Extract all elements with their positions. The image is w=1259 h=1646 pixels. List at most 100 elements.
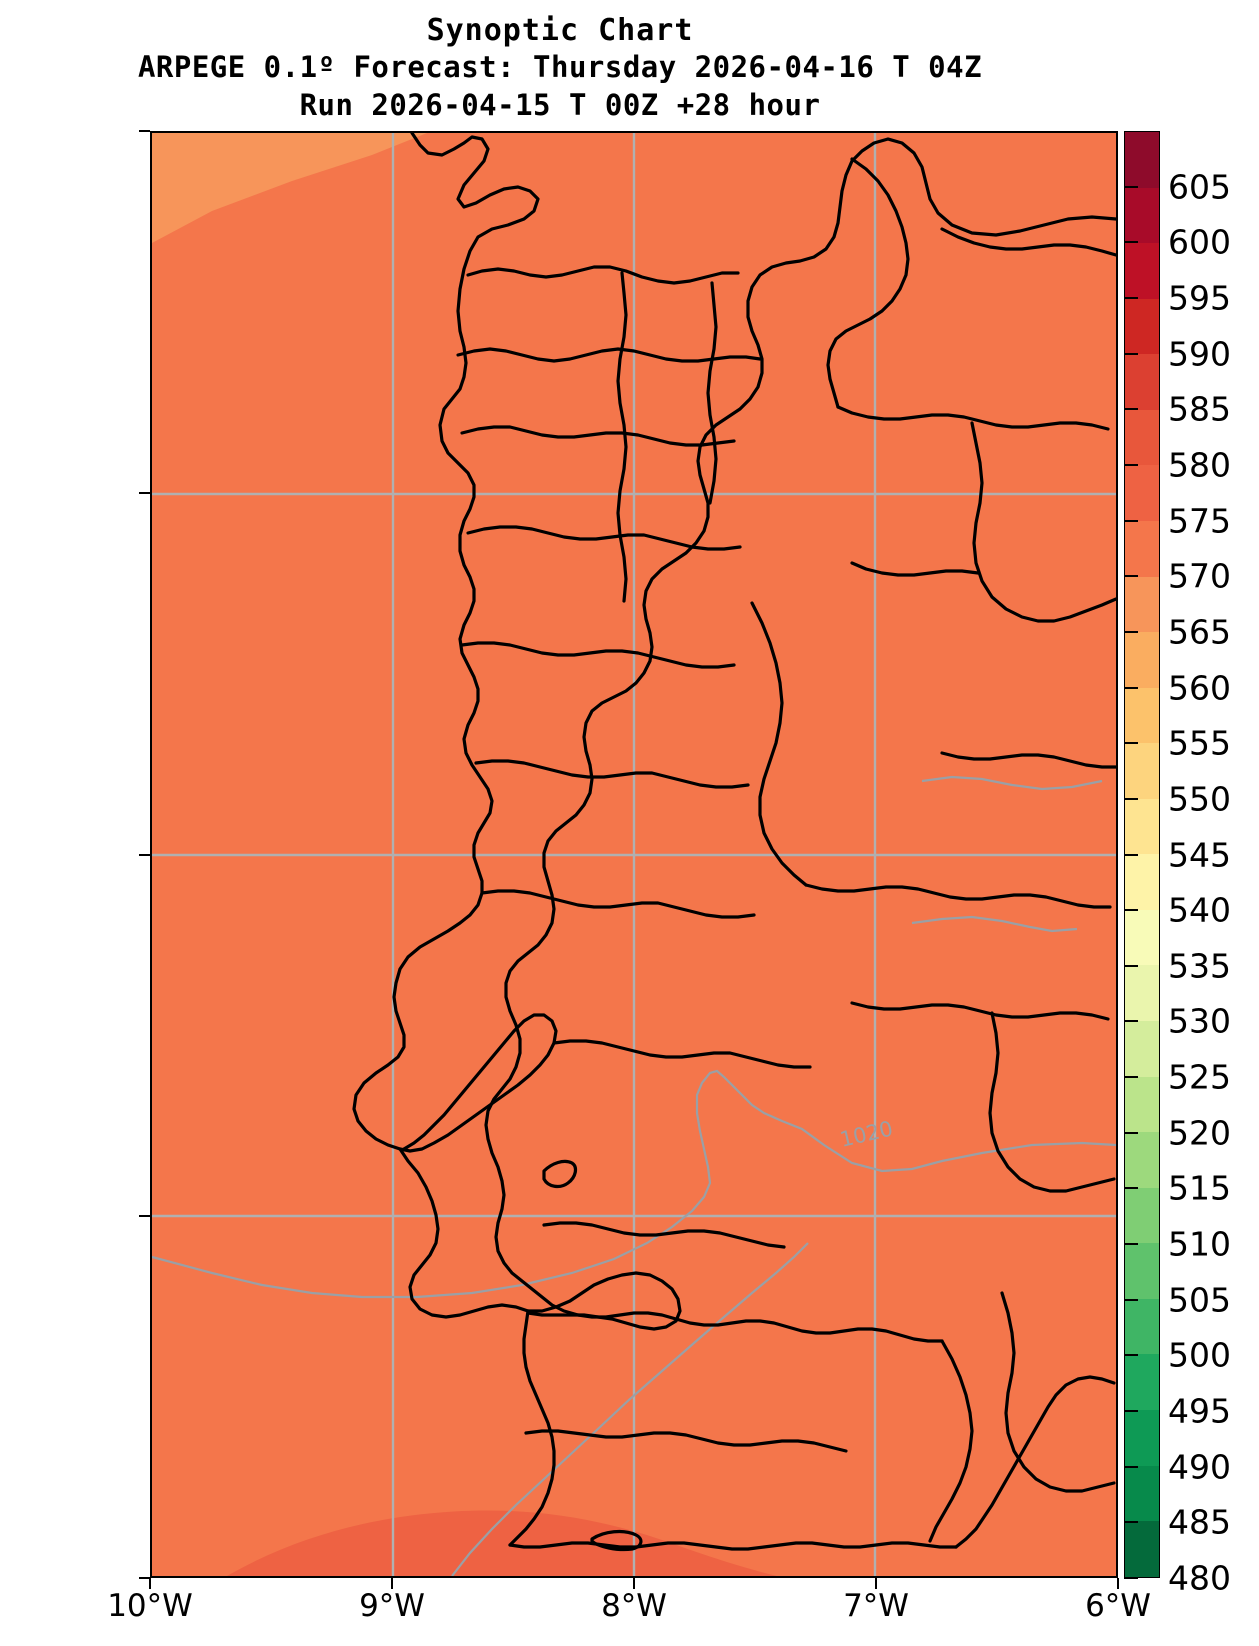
colorbar-segment (1125, 687, 1159, 744)
colorbar-segment (1125, 1354, 1159, 1410)
colorbar-tick-label: 580 (1168, 445, 1231, 485)
page-title: Synoptic Chart (426, 13, 694, 48)
colorbar-segment (1125, 909, 1159, 966)
colorbar-segment (1125, 1187, 1159, 1244)
colorbar-tick-mark (1124, 352, 1138, 355)
colorbar-tick-label: 490 (1168, 1447, 1231, 1487)
y-tick-mark (139, 1215, 150, 1218)
colorbar-segment (1125, 965, 1159, 1021)
colorbar-tick-label: 495 (1168, 1391, 1231, 1431)
x-axis-tick-label: 9°W (359, 1588, 425, 1624)
colorbar-tick-mark (1124, 1298, 1138, 1301)
map-plot-area: 1020 (150, 131, 1118, 1578)
isobar-lines (152, 775, 1116, 1576)
colorbar-tick-mark (1124, 853, 1138, 856)
colorbar-segment (1125, 1409, 1159, 1466)
colorbar-tick-mark (1124, 1465, 1138, 1468)
run-subtitle: Run 2026-04-15 T 00Z +28 hour (299, 88, 821, 122)
colorbar[interactable] (1124, 131, 1160, 1578)
colorbar-tick-mark (1124, 797, 1138, 800)
colorbar-tick-label: 605 (1168, 167, 1231, 207)
colorbar-segment (1125, 1465, 1159, 1522)
colorbar-tick-label: 600 (1168, 222, 1231, 262)
colorbar-tick-mark (1124, 686, 1138, 689)
colorbar-tick-mark (1124, 742, 1138, 745)
colorbar-segment (1125, 1298, 1159, 1355)
colorbar-tick-label: 585 (1168, 389, 1231, 429)
x-axis-tick-label: 6°W (1085, 1588, 1151, 1624)
colorbar-tick-mark (1124, 1131, 1138, 1134)
colorbar-tick-mark (1124, 408, 1138, 411)
y-tick-mark (139, 1577, 150, 1579)
colorbar-segment (1125, 409, 1159, 466)
colorbar-tick-mark (1124, 909, 1138, 912)
colorbar-tick-mark (1124, 296, 1138, 299)
colorbar-tick-mark (1124, 1577, 1138, 1579)
colorbar-tick-mark (1124, 1521, 1138, 1524)
x-tick-mark (633, 1578, 635, 1589)
colorbar-segment (1125, 1243, 1159, 1299)
colorbar-tick-label: 480 (1168, 1558, 1231, 1598)
colorbar-tick-label: 560 (1168, 668, 1231, 708)
colorbar-tick-mark (1124, 575, 1138, 578)
colorbar-tick-mark (1124, 1243, 1138, 1246)
colorbar-tick-label: 590 (1168, 334, 1231, 374)
colorbar-tick-label: 540 (1168, 890, 1231, 930)
x-tick-mark (149, 1578, 151, 1589)
colorbar-segment (1125, 854, 1159, 910)
x-axis-tick-label: 7°W (843, 1588, 909, 1624)
colorbar-tick-mark (1124, 964, 1138, 967)
colorbar-segment (1125, 1076, 1159, 1133)
colorbar-tick-label: 565 (1168, 612, 1231, 652)
colorbar-tick-mark (1124, 1410, 1138, 1413)
colorbar-segment (1125, 187, 1159, 244)
x-tick-mark (391, 1578, 393, 1589)
colorbar-tick-mark (1124, 241, 1138, 244)
colorbar-tick-label: 515 (1168, 1168, 1231, 1208)
colorbar-segment (1125, 1521, 1159, 1577)
colorbar-tick-label: 510 (1168, 1224, 1231, 1264)
colorbar-tick-label: 545 (1168, 835, 1231, 874)
colorbar-segment (1125, 520, 1159, 577)
x-tick-mark (875, 1578, 877, 1589)
colorbar-tick-mark (1124, 185, 1138, 188)
colorbar-tick-label: 595 (1168, 278, 1231, 318)
colorbar-segment (1125, 798, 1159, 855)
colorbar-tick-mark (1124, 1076, 1138, 1079)
field-band-570-575 (152, 133, 427, 243)
colorbar-tick-label: 530 (1168, 1001, 1231, 1041)
colorbar-tick-mark (1124, 1020, 1138, 1023)
coastline-and-borders (352, 133, 1116, 1552)
chart-titles: Synoptic Chart ARPEGE 0.1º Forecast: Thu… (0, 0, 1120, 124)
colorbar-tick-mark (1124, 1354, 1138, 1357)
y-tick-mark (139, 491, 150, 494)
colorbar-tick-label: 550 (1168, 779, 1231, 819)
colorbar-tick-label: 520 (1168, 1113, 1231, 1153)
colorbar-segment (1125, 132, 1159, 188)
colorbar-tick-label: 570 (1168, 556, 1231, 596)
colorbar-tick-mark (1124, 463, 1138, 466)
x-tick-mark (1117, 1578, 1119, 1589)
colorbar-tick-label: 505 (1168, 1280, 1231, 1320)
colorbar-tick-mark (1124, 630, 1138, 633)
colorbar-segment (1125, 465, 1159, 521)
colorbar-segment (1125, 1132, 1159, 1188)
colorbar-tick-label: 555 (1168, 723, 1231, 763)
y-tick-mark (139, 853, 150, 856)
x-axis-tick-label: 10°W (107, 1588, 193, 1624)
map-canvas: 1020 (152, 133, 1116, 1576)
gridlines (152, 133, 1116, 1576)
colorbar-segment (1125, 576, 1159, 633)
colorbar-segment (1125, 632, 1159, 688)
colorbar-segment (1125, 298, 1159, 355)
colorbar-tick-label: 535 (1168, 946, 1231, 986)
x-axis-tick-label: 8°W (601, 1588, 667, 1624)
colorbar-tick-label: 485 (1168, 1502, 1231, 1542)
colorbar-tick-mark (1124, 1187, 1138, 1190)
colorbar-tick-label: 525 (1168, 1057, 1231, 1097)
colorbar-segment (1125, 1021, 1159, 1077)
colorbar-segment (1125, 243, 1159, 299)
field-band-580-585 (227, 1510, 777, 1576)
y-tick-mark (139, 130, 150, 132)
colorbar-segment (1125, 354, 1159, 410)
